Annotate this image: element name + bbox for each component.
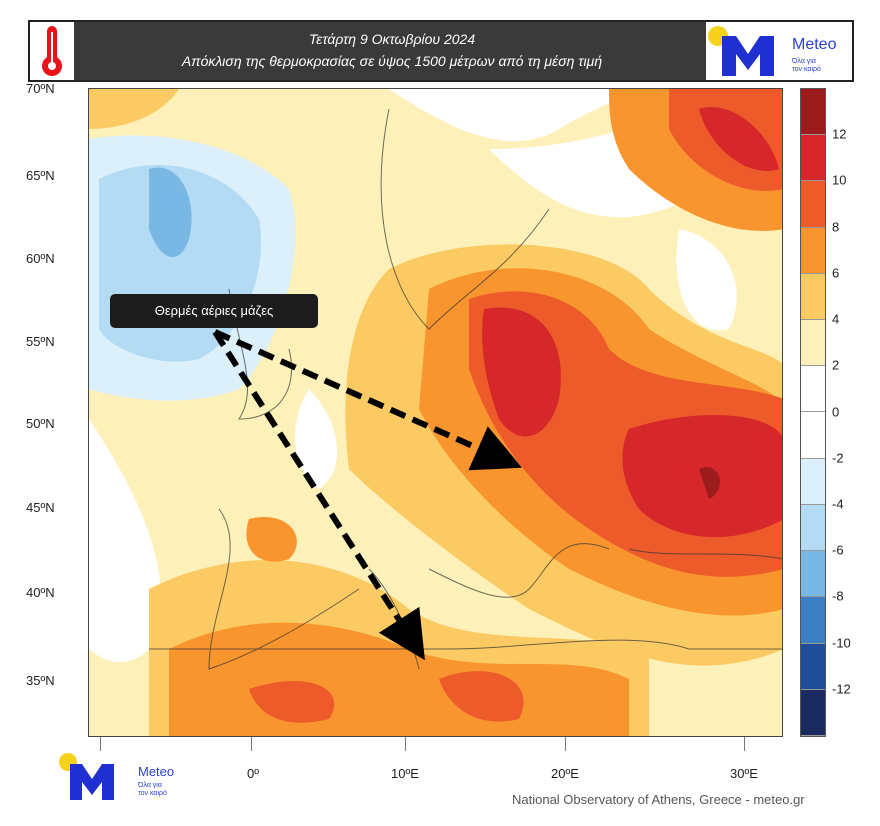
colorbar-bin <box>801 89 825 136</box>
colorbar-bin <box>801 366 825 413</box>
colorbar-label: -2 <box>832 450 844 466</box>
colorbar-label: 10 <box>832 172 847 188</box>
colorbar-bin <box>801 643 825 690</box>
colorbar-bin <box>801 458 825 505</box>
map-date: Τετάρτη 9 Οκτωβρίου 2024 <box>308 31 476 47</box>
lat-label: 45ºN <box>26 500 55 515</box>
colorbar-label: -4 <box>832 496 844 512</box>
lon-label: 20ºE <box>551 766 579 781</box>
lat-label: 55ºN <box>26 334 55 349</box>
colorbar-bin <box>801 412 825 459</box>
colorbar-label: -6 <box>832 542 844 558</box>
arrow-to-italy <box>212 330 425 661</box>
colorbar-bin <box>801 320 825 367</box>
thermometer-icon <box>30 22 74 80</box>
colorbar-label: 8 <box>832 219 840 235</box>
footer-credit: National Observatory of Athens, Greece -… <box>512 792 805 807</box>
colorbar-bin <box>801 689 825 736</box>
colorbar-bin <box>801 551 825 598</box>
colorbar-bin <box>801 273 825 321</box>
lon-label: 0º <box>247 766 259 781</box>
colorbar-label: -10 <box>832 635 851 651</box>
footer-meteo-logo: Meteo Όλα για τον καιρό <box>58 752 174 804</box>
lat-label: 35ºN <box>26 673 55 688</box>
colorbar-bin <box>801 597 825 644</box>
colorbar-label: 4 <box>832 311 840 327</box>
lon-label: 30ºE <box>730 766 758 781</box>
colorbar-label: -8 <box>832 588 844 604</box>
colorbar-label: 6 <box>832 265 840 281</box>
warm-air-masses-label: Θερμές αέριες μάζες <box>110 294 318 328</box>
map-title: Απόκλιση της θερμοκρασίας σε ύψος 1500 μ… <box>181 53 603 69</box>
lon-label: 10ºE <box>391 766 419 781</box>
lat-label: 70ºN <box>26 81 55 96</box>
lat-label: 60ºN <box>26 251 55 266</box>
colorbar-label: 0 <box>832 404 840 419</box>
colorbar-bin <box>801 227 825 274</box>
colorbar-label: 12 <box>832 126 847 142</box>
lat-label: 50ºN <box>26 416 55 431</box>
lat-label: 65ºN <box>26 168 55 183</box>
header-banner: Τετάρτη 9 Οκτωβρίου 2024 Απόκλιση της θε… <box>28 20 854 82</box>
colorbar-label: -12 <box>832 681 851 697</box>
arrow-to-central-europe <box>213 329 522 471</box>
lat-label: 40ºN <box>26 585 55 600</box>
colorbar-bin <box>801 135 825 182</box>
colorbar <box>800 88 826 737</box>
meteo-logo: Meteo Όλα για τον καιρό <box>706 22 852 80</box>
colorbar-bin <box>801 504 825 552</box>
colorbar-bin <box>801 181 825 228</box>
colorbar-label: 2 <box>832 357 840 373</box>
